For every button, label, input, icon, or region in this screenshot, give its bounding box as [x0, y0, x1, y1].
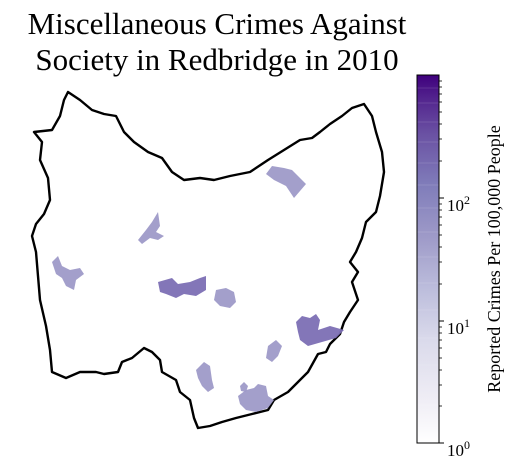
colorbar-tick-100: 102 — [447, 193, 470, 215]
colorbar-tick-1: 100 — [447, 438, 470, 460]
crime-region-east-small — [266, 340, 282, 362]
crime-region-northeast — [266, 166, 306, 198]
colorbar-gradient — [417, 75, 439, 443]
title-line-1: Miscellaneous Crimes Against — [27, 6, 407, 41]
crime-region-west — [52, 256, 84, 290]
crime-region-southeast — [238, 384, 274, 412]
crime-region-south-small — [240, 382, 248, 392]
title-line-2: Society in Redbridge in 2010 — [35, 42, 399, 77]
crime-region-east-dark — [296, 314, 344, 346]
colorbar-frame — [416, 74, 440, 444]
colorbar: 100 101 102 Reported Crimes Per 100,000 … — [416, 74, 504, 460]
colorbar-tick-10: 101 — [447, 316, 470, 338]
colorbar-bands — [417, 87, 439, 406]
crime-region-central-east — [214, 288, 236, 308]
map-title: Miscellaneous Crimes Against Society in … — [0, 6, 434, 78]
crime-region-central-dark — [158, 276, 206, 298]
crime-region-north-central — [138, 212, 164, 244]
colorbar-label: Reported Crimes Per 100,000 People — [484, 125, 504, 392]
crime-region-south — [196, 362, 214, 392]
